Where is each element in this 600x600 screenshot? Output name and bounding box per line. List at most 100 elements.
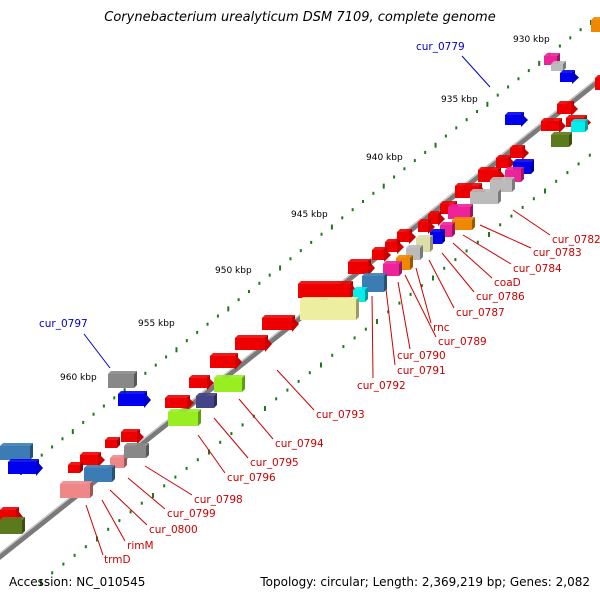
gene-feature <box>385 239 404 254</box>
leader-line <box>479 224 532 249</box>
scale-label: 955 kbp <box>138 319 175 329</box>
leader-line <box>127 477 166 510</box>
tick-dot <box>208 449 210 455</box>
label-leader-lines <box>83 55 551 556</box>
tick-dot <box>154 363 157 367</box>
tick-dot <box>588 153 591 157</box>
tick-dot <box>488 232 490 237</box>
gene-feature <box>0 517 25 534</box>
tick-dot <box>544 188 546 194</box>
tick-dot <box>527 69 530 73</box>
gene-feature <box>121 429 144 444</box>
leader-line <box>385 288 396 366</box>
tick-dot <box>443 266 446 270</box>
gene-feature <box>505 167 524 182</box>
leader-line <box>428 259 455 309</box>
tick-dot <box>62 562 65 566</box>
tick-dot <box>538 60 541 66</box>
tick-dot <box>196 330 199 334</box>
tick-dot <box>376 319 378 324</box>
leader-line <box>109 489 148 526</box>
tick-dot <box>140 501 143 505</box>
map-title: Corynebacterium urealyticum DSM 7109, co… <box>104 10 496 25</box>
tick-dot <box>185 339 188 343</box>
tick-dot <box>279 265 282 271</box>
gene-label: cur_0787 <box>456 307 505 319</box>
scale-label: 930 kbp <box>513 35 550 45</box>
gene-label: cur_0786 <box>476 291 525 303</box>
tick-dot <box>113 396 116 400</box>
tick-dot <box>517 77 520 81</box>
gene-label: cur_0779 <box>416 41 465 53</box>
gene-feature <box>60 481 93 498</box>
tick-dot <box>51 571 54 575</box>
tick-dot <box>432 275 434 281</box>
leader-line <box>276 369 315 411</box>
gene-feature <box>189 375 214 390</box>
gene-feature <box>551 132 572 147</box>
leader-line <box>238 398 274 440</box>
tick-dot <box>237 298 240 302</box>
gene-feature <box>452 217 475 230</box>
gene-label: cur_0790 <box>397 350 446 362</box>
tick-dot <box>174 475 177 479</box>
tick-dot <box>532 197 535 201</box>
gene-label: cur_0791 <box>397 365 446 377</box>
leader-line <box>452 242 493 279</box>
gene-label: cur_0796 <box>227 472 276 484</box>
leader-line <box>101 499 126 542</box>
topology-text: Topology: circular; Length: 2,369,219 bp… <box>260 575 590 589</box>
leader-line <box>441 252 475 293</box>
leader-line <box>512 209 551 236</box>
scale-label: 950 kbp <box>215 266 252 276</box>
gene-label: rnc <box>433 322 450 334</box>
gene-label: cur_0784 <box>513 263 562 275</box>
tick-dot <box>102 404 105 408</box>
gene-feature <box>595 75 600 90</box>
tick-dot <box>499 223 502 227</box>
gene-feature <box>348 259 375 276</box>
gene-feature <box>470 189 501 204</box>
tick-dot <box>206 322 209 326</box>
tick-dot <box>71 429 74 435</box>
tick-dot <box>398 301 401 305</box>
tick-dot <box>297 379 300 383</box>
gene-label: cur_0795 <box>250 457 299 469</box>
gene-feature <box>541 118 566 133</box>
gene-label: cur_0800 <box>149 524 198 536</box>
tick-dot <box>310 240 313 244</box>
gene-feature <box>496 155 515 170</box>
scale-label: 935 kbp <box>441 95 478 105</box>
tick-dot <box>434 142 437 148</box>
gene-feature <box>0 443 33 460</box>
tick-dot <box>289 257 292 261</box>
tick-dot <box>444 134 447 138</box>
tick-dot <box>165 355 168 359</box>
tick-dot <box>393 175 396 179</box>
tick-dot <box>555 179 558 183</box>
gene-label: cur_0798 <box>194 494 243 506</box>
gene-label: cur_0792 <box>357 380 406 392</box>
tick-dot <box>264 406 266 411</box>
gene-feature <box>84 465 115 482</box>
tick-dot <box>96 536 98 542</box>
scale-label: 945 kbp <box>291 210 328 220</box>
gene-feature <box>118 391 151 408</box>
tick-dot <box>454 258 457 262</box>
tick-dot <box>129 510 132 514</box>
tick-dot <box>268 273 271 277</box>
gene-feature <box>210 353 242 370</box>
scale-label: 940 kbp <box>366 153 403 163</box>
tick-dot <box>382 183 385 189</box>
gene-feature <box>168 409 201 426</box>
tick-dot <box>351 208 354 212</box>
tick-dot <box>241 423 244 427</box>
tick-dot <box>320 232 323 236</box>
gene-feature <box>448 204 473 219</box>
scale-label: 960 kbp <box>60 373 97 383</box>
gene-feature <box>298 281 357 300</box>
leader-line <box>462 234 512 265</box>
tick-dot <box>364 327 367 331</box>
